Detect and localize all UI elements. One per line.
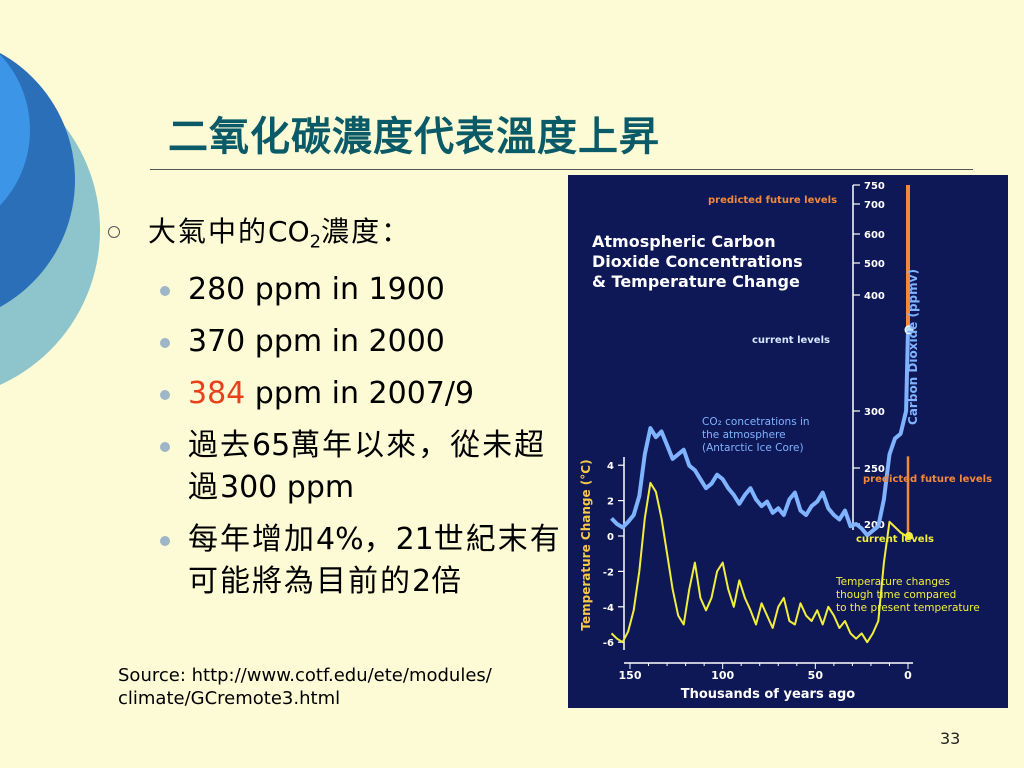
bullet-content: 大氣中的CO2濃度： 280 ppm in 1900 370 ppm in 200… <box>108 212 563 613</box>
bullet-text: 4% <box>316 521 364 557</box>
temperature-tick-label: 2 <box>607 497 614 508</box>
co2-series-annotation: the atmosphere <box>702 429 786 441</box>
bullet-text: 384 <box>188 375 246 411</box>
heading-bullet: 大氣中的CO2濃度： <box>108 212 563 263</box>
co2-tick-label: 400 <box>864 291 885 302</box>
bullet-item: 384 ppm in 2007/9 <box>108 373 563 415</box>
temperature-series-annotation: though time compared <box>836 589 956 601</box>
x-tick-label: 100 <box>711 669 734 682</box>
bullet-text: 370 ppm in 2000 <box>188 323 445 359</box>
bullet-text: 每年增加 <box>188 521 316 557</box>
co2-tick-label: 500 <box>864 259 885 270</box>
chart-title-line: & Temperature Change <box>592 272 800 291</box>
co2-predicted-annotation: predicted future levels <box>708 195 837 206</box>
co2-series-annotation: (Antarctic Ice Core) <box>702 442 804 454</box>
temperature-tick-label: -6 <box>603 638 614 649</box>
co2-tick-label: 200 <box>864 520 885 531</box>
temperature-predicted-annotation: predicted future levels <box>863 474 992 485</box>
bullet-text: ppm in 2007/9 <box>245 375 475 411</box>
bullet-text: ， <box>363 521 396 557</box>
bullet-dot-icon <box>160 337 170 348</box>
bullet-text: 300 ppm <box>220 469 355 505</box>
bullet-item: 過去65萬年以來，從未超過300 ppm <box>108 425 563 509</box>
x-tick-label: 50 <box>808 669 824 682</box>
temperature-tick-label: -4 <box>603 603 614 614</box>
bullet-text: 倍 <box>431 563 464 599</box>
x-tick-label: 0 <box>904 669 912 682</box>
temperature-current-annotation: current levels <box>856 534 934 545</box>
co2-axis-title: Carbon Dioxide (ppmv) <box>906 269 920 425</box>
bullet-dot-icon <box>160 285 170 296</box>
bullet-dot-icon <box>160 535 170 546</box>
page-title: 二氧化碳濃度代表溫度上昇 <box>168 114 660 160</box>
bullet-item: 每年增加4%，21世紀末有可能將為目前的2倍 <box>108 519 563 603</box>
bullet-text: 21 <box>395 521 434 557</box>
bullet-dot-icon <box>160 441 170 452</box>
x-axis-title: Thousands of years ago <box>681 687 856 702</box>
co2-series-line <box>610 329 910 538</box>
bullet-text: 2 <box>412 563 432 599</box>
co2-tick-label: 300 <box>864 407 885 418</box>
heading-co-text: CO <box>268 215 310 248</box>
source-line: climate/GCremote3.html <box>118 688 341 709</box>
temperature-tick-label: -2 <box>603 567 614 578</box>
bullet-item: 370 ppm in 2000 <box>108 321 563 363</box>
chart-title-line: Atmospheric Carbon <box>592 232 776 251</box>
ring-bullet-icon <box>108 226 120 238</box>
temperature-current-marker <box>905 532 913 540</box>
bullet-text: 世紀末有可能將為目前的 <box>188 521 562 599</box>
title-divider <box>150 169 973 170</box>
temperature-series-annotation: to the present temperature <box>836 602 980 614</box>
page-number: 33 <box>940 729 961 748</box>
source-citation: Source: http://www.cotf.edu/ete/modules/… <box>118 664 492 710</box>
bullet-dot-icon <box>160 389 170 400</box>
bullet-list: 280 ppm in 1900 370 ppm in 2000 384 ppm in… <box>108 269 563 603</box>
co2-temperature-chart: 200 250 300 400 500 600 700 750 4 2 0 -2 -4 -6 150 100 5… <box>568 175 1008 708</box>
bullet-text: 280 ppm in 1900 <box>188 271 445 307</box>
temperature-series-line <box>610 481 908 644</box>
co2-series-annotation: CO₂ concetrations in <box>702 416 810 428</box>
bullet-item: 280 ppm in 1900 <box>108 269 563 311</box>
bullet-text: 萬年以來，從未超過 <box>188 427 547 505</box>
source-line: Source: http://www.cotf.edu/ete/modules/ <box>118 665 492 686</box>
co2-tick-label: 600 <box>864 230 885 241</box>
co2-tick-label: 700 <box>864 200 885 211</box>
corner-decoration <box>0 53 100 385</box>
temperature-tick-label: 0 <box>607 532 614 543</box>
x-tick-label: 150 <box>619 669 642 682</box>
temperature-series-annotation: Temperature changes <box>835 576 950 588</box>
heading-text-pre: 大氣中的 <box>148 215 269 248</box>
chart-title-line: Dioxide Concentrations <box>592 252 803 271</box>
co2-tick-label: 250 <box>864 464 885 475</box>
decoration-circle-highlight <box>0 54 30 206</box>
bullet-text: 過去 <box>188 427 252 463</box>
temperature-axis-title: Temperature Change (°C) <box>579 459 593 630</box>
co2-current-marker <box>904 325 914 335</box>
temperature-tick-label: 4 <box>607 461 614 472</box>
bullet-text: 65 <box>252 427 291 463</box>
heading-subscript: 2 <box>309 231 322 253</box>
co2-current-annotation: current levels <box>752 335 830 346</box>
heading-text-post: 濃度： <box>321 215 412 248</box>
co2-tick-label: 750 <box>864 181 885 192</box>
